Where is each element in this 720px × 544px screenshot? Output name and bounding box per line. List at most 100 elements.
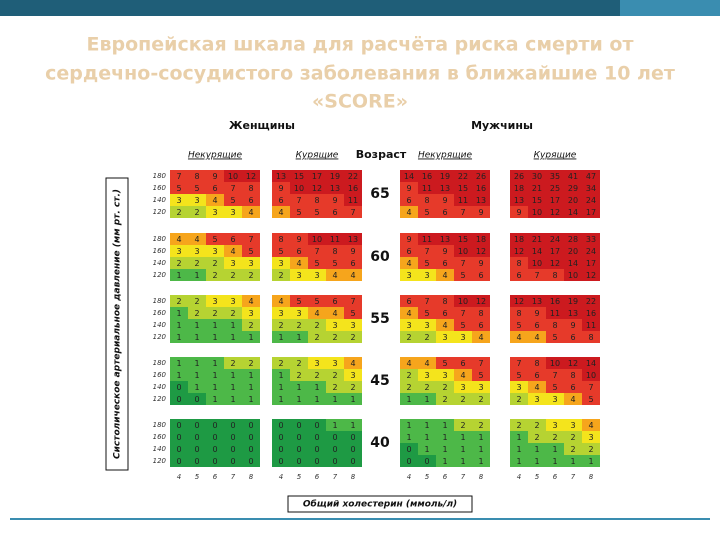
risk-cell — [582, 307, 600, 319]
risk-value: 6 — [516, 271, 521, 280]
risk-value: 0 — [296, 433, 301, 442]
cholesterol-label: 5 — [297, 473, 302, 481]
risk-cell — [206, 381, 224, 393]
title-line: сердечно-сосудистого заболевания в ближа… — [45, 63, 675, 85]
risk-cell — [224, 381, 242, 393]
risk-cell — [272, 245, 290, 257]
risk-cell — [400, 257, 418, 269]
risk-cell — [418, 257, 436, 269]
risk-cell — [308, 170, 326, 182]
risk-value: 20 — [568, 247, 578, 256]
risk-value: 14 — [532, 247, 542, 256]
risk-value: 5 — [212, 235, 217, 244]
risk-cell — [308, 393, 326, 405]
risk-value: 12 — [514, 247, 524, 256]
cholesterol-label: 5 — [195, 473, 200, 481]
risk-cell — [290, 269, 308, 281]
risk-value: 9 — [406, 184, 411, 193]
risk-value: 3 — [296, 309, 301, 318]
risk-value: 11 — [586, 321, 596, 330]
risk-value: 0 — [176, 433, 181, 442]
risk-cell — [326, 357, 344, 369]
risk-cell — [510, 319, 528, 331]
risk-cell — [272, 381, 290, 393]
risk-cell — [400, 455, 418, 467]
risk-value: 15 — [532, 196, 542, 205]
risk-value: 3 — [194, 196, 199, 205]
risk-cell — [546, 307, 564, 319]
risk-value: 4 — [332, 271, 337, 280]
risk-cell — [206, 393, 224, 405]
risk-cell — [188, 369, 206, 381]
risk-value: 4 — [230, 247, 235, 256]
risk-value: 0 — [248, 445, 253, 454]
risk-value: 7 — [478, 359, 483, 368]
risk-cell — [308, 369, 326, 381]
risk-value: 12 — [312, 184, 322, 193]
risk-value: 1 — [424, 445, 429, 454]
risk-value: 3 — [296, 271, 301, 280]
risk-value: 3 — [406, 321, 411, 330]
risk-value: 18 — [514, 235, 524, 244]
risk-value: 8 — [516, 259, 521, 268]
risk-value: 7 — [552, 371, 557, 380]
risk-cell — [188, 307, 206, 319]
risk-value: 1 — [278, 333, 283, 342]
risk-cell — [170, 381, 188, 393]
risk-cell — [206, 233, 224, 245]
risk-cell — [242, 170, 260, 182]
risk-value: 1 — [332, 395, 337, 404]
risk-value: 2 — [332, 333, 337, 342]
risk-cell — [418, 369, 436, 381]
risk-cell — [454, 381, 472, 393]
risk-cell — [564, 233, 582, 245]
risk-cell — [326, 307, 344, 319]
risk-value: 10 — [458, 247, 468, 256]
risk-cell — [528, 369, 546, 381]
risk-value: 1 — [588, 457, 593, 466]
risk-value: 6 — [442, 309, 447, 318]
risk-value: 14 — [568, 208, 578, 217]
risk-value: 1 — [176, 333, 181, 342]
risk-value: 1 — [176, 309, 181, 318]
risk-cell — [472, 182, 490, 194]
risk-cell — [400, 307, 418, 319]
risk-value: 4 — [570, 395, 575, 404]
risk-value: 6 — [350, 259, 355, 268]
risk-value: 13 — [440, 235, 450, 244]
risk-cell — [170, 269, 188, 281]
risk-cell — [242, 431, 260, 443]
risk-cell — [170, 419, 188, 431]
risk-cell — [454, 182, 472, 194]
risk-value: 2 — [406, 383, 411, 392]
risk-value: 24 — [586, 247, 596, 256]
risk-value: 2 — [194, 208, 199, 217]
risk-cell — [472, 319, 490, 331]
risk-value: 0 — [212, 433, 217, 442]
risk-cell — [454, 194, 472, 206]
risk-value: 7 — [314, 247, 319, 256]
risk-value: 8 — [314, 196, 319, 205]
risk-cell — [472, 419, 490, 431]
risk-cell — [272, 443, 290, 455]
risk-cell — [418, 443, 436, 455]
risk-value: 0 — [194, 421, 199, 430]
risk-cell — [272, 194, 290, 206]
risk-cell — [472, 170, 490, 182]
risk-value: 7 — [460, 309, 465, 318]
risk-value: 17 — [586, 208, 596, 217]
risk-value: 1 — [516, 433, 521, 442]
risk-value: 1 — [478, 457, 483, 466]
risk-value: 2 — [442, 395, 447, 404]
risk-value: 1 — [442, 433, 447, 442]
sbp-label: 160 — [153, 184, 167, 192]
cholesterol-label: 7 — [231, 473, 236, 481]
risk-cell — [564, 331, 582, 343]
risk-cell — [400, 319, 418, 331]
risk-cell — [546, 206, 564, 218]
risk-value: 2 — [424, 333, 429, 342]
risk-cell — [290, 381, 308, 393]
risk-cell — [472, 257, 490, 269]
sbp-label: 140 — [153, 321, 167, 329]
risk-value: 1 — [248, 371, 253, 380]
